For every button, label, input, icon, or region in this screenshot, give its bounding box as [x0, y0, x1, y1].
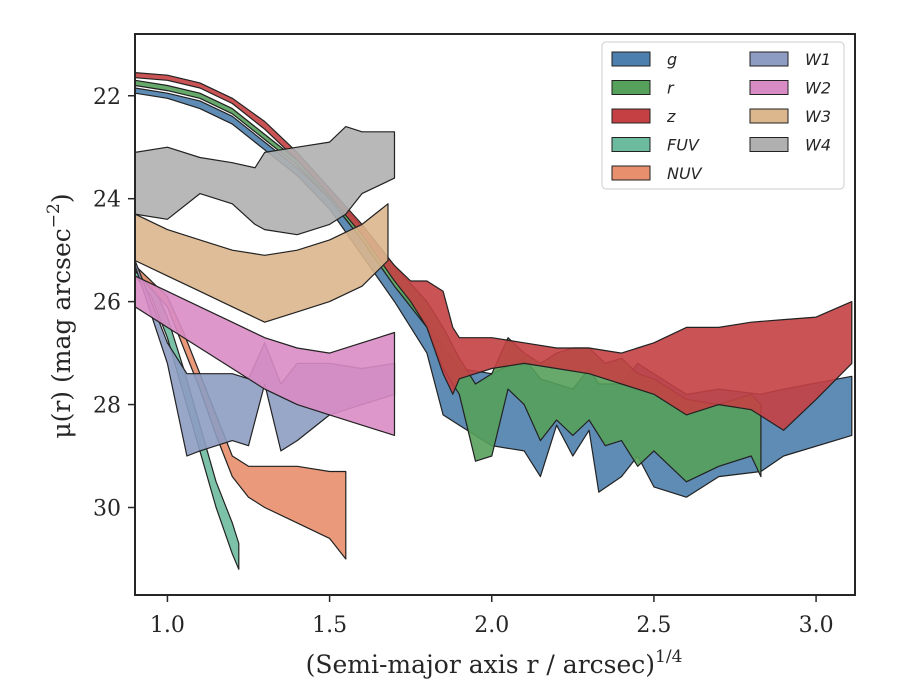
y-axis-label-tail: ): [47, 193, 76, 203]
legend-label-z: z: [666, 107, 676, 126]
band-w4: [135, 126, 396, 236]
plot-frame: [134, 33, 856, 596]
legend-swatch-fuv: [611, 137, 651, 152]
legend-swatch-w2: [749, 80, 789, 95]
legend-box: [601, 41, 845, 190]
band-w2: [135, 275, 396, 436]
x-tick-label: 3.0: [799, 613, 834, 638]
x-tick-label: 2.0: [474, 613, 509, 638]
legend-swatch-nuv: [611, 165, 651, 181]
y-tick-label: 30: [93, 497, 121, 522]
legend-swatch-w1: [749, 51, 789, 67]
legend-swatch-w4: [749, 137, 789, 152]
legend-label-nuv: NUV: [667, 164, 703, 183]
x-axis-ticks: 1.0 1.5 2.0 2.5 3.0: [150, 595, 834, 638]
y-axis-ticks: 22 24 26 28 30: [93, 85, 135, 522]
x-tick-label: 2.5: [636, 613, 671, 638]
legend: grz FUV NUV W1 W2 W3 W4: [601, 41, 845, 190]
x-axis-label-exponent: 1/4: [655, 647, 682, 667]
legend-swatch-g: [611, 51, 651, 67]
x-axis-label: (Semi-major axis r / arcsec)1/4: [306, 647, 683, 679]
legend-label-w3: W3: [805, 107, 831, 126]
legend-label-r: r: [667, 79, 675, 98]
x-tick-label: 1.0: [150, 613, 185, 638]
profile-bands: [135, 72, 853, 570]
legend-swatch-z: [611, 108, 651, 124]
legend-label-g: g: [667, 50, 677, 69]
y-axis-label: μ(r) (mag arcsec−2): [44, 193, 76, 438]
band-w3: [135, 203, 389, 323]
legend-label-w1: W1: [805, 50, 831, 69]
x-tick-label: 1.5: [312, 613, 347, 638]
legend-label-w4: W4: [805, 136, 831, 155]
legend-label-fuv: FUV: [667, 136, 700, 155]
legend-swatch-r: [611, 80, 651, 95]
legend-label-w2: W2: [805, 79, 831, 98]
legend-swatch-w3: [749, 108, 789, 124]
y-axis-label-exponent: −2: [44, 203, 64, 228]
y-tick-label: 22: [93, 85, 121, 110]
y-tick-label: 26: [93, 291, 121, 316]
y-tick-label: 28: [93, 394, 121, 419]
y-tick-label: 24: [93, 188, 121, 213]
